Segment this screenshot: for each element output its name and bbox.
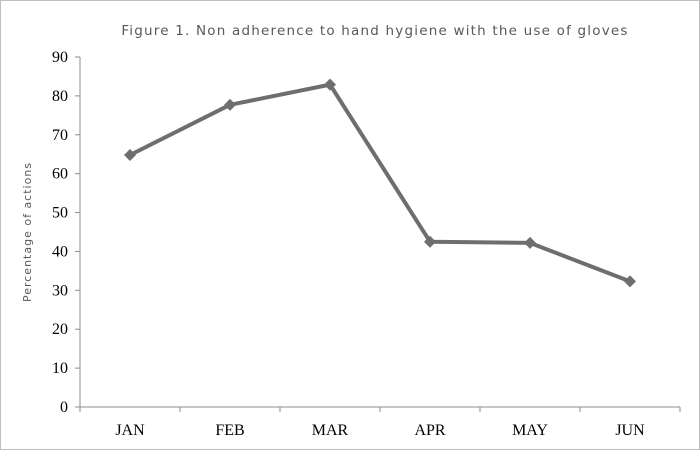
y-axis-label: Percentage of actions xyxy=(21,162,34,302)
x-tick-label: APR xyxy=(414,422,445,439)
x-tick-label: MAR xyxy=(312,422,349,439)
data-point-jun xyxy=(624,275,636,288)
y-tick-label: 70 xyxy=(52,127,68,144)
y-tick-label: 40 xyxy=(52,243,68,260)
x-tick-label: JAN xyxy=(115,422,145,439)
y-tick-label: 50 xyxy=(52,205,68,222)
y-tick-label: 0 xyxy=(60,399,68,416)
data-point-apr xyxy=(424,235,436,248)
x-tick-label: JUN xyxy=(615,422,645,439)
y-tick-label: 80 xyxy=(52,88,68,105)
x-tick-label: FEB xyxy=(215,422,244,439)
y-tick-label: 30 xyxy=(52,282,68,299)
data-point-jan xyxy=(124,149,136,161)
data-point-may xyxy=(524,236,536,249)
data-point-mar xyxy=(324,78,336,91)
chart-title: Figure 1. Non adherence to hand hygiene … xyxy=(121,23,628,39)
y-tick-label: 20 xyxy=(52,321,68,338)
x-axis: JAN FEB MAR APR MAY JUN xyxy=(79,406,681,439)
y-tick-label: 90 xyxy=(52,49,68,66)
y-tick-label: 10 xyxy=(52,360,68,377)
y-tick-label: 60 xyxy=(52,166,68,183)
data-point-feb xyxy=(224,98,236,111)
series-group xyxy=(124,78,636,288)
x-tick-label: MAY xyxy=(512,422,548,439)
y-axis: 0 10 20 30 40 50 60 70 80 90 xyxy=(52,49,81,416)
series-line xyxy=(129,82,631,284)
